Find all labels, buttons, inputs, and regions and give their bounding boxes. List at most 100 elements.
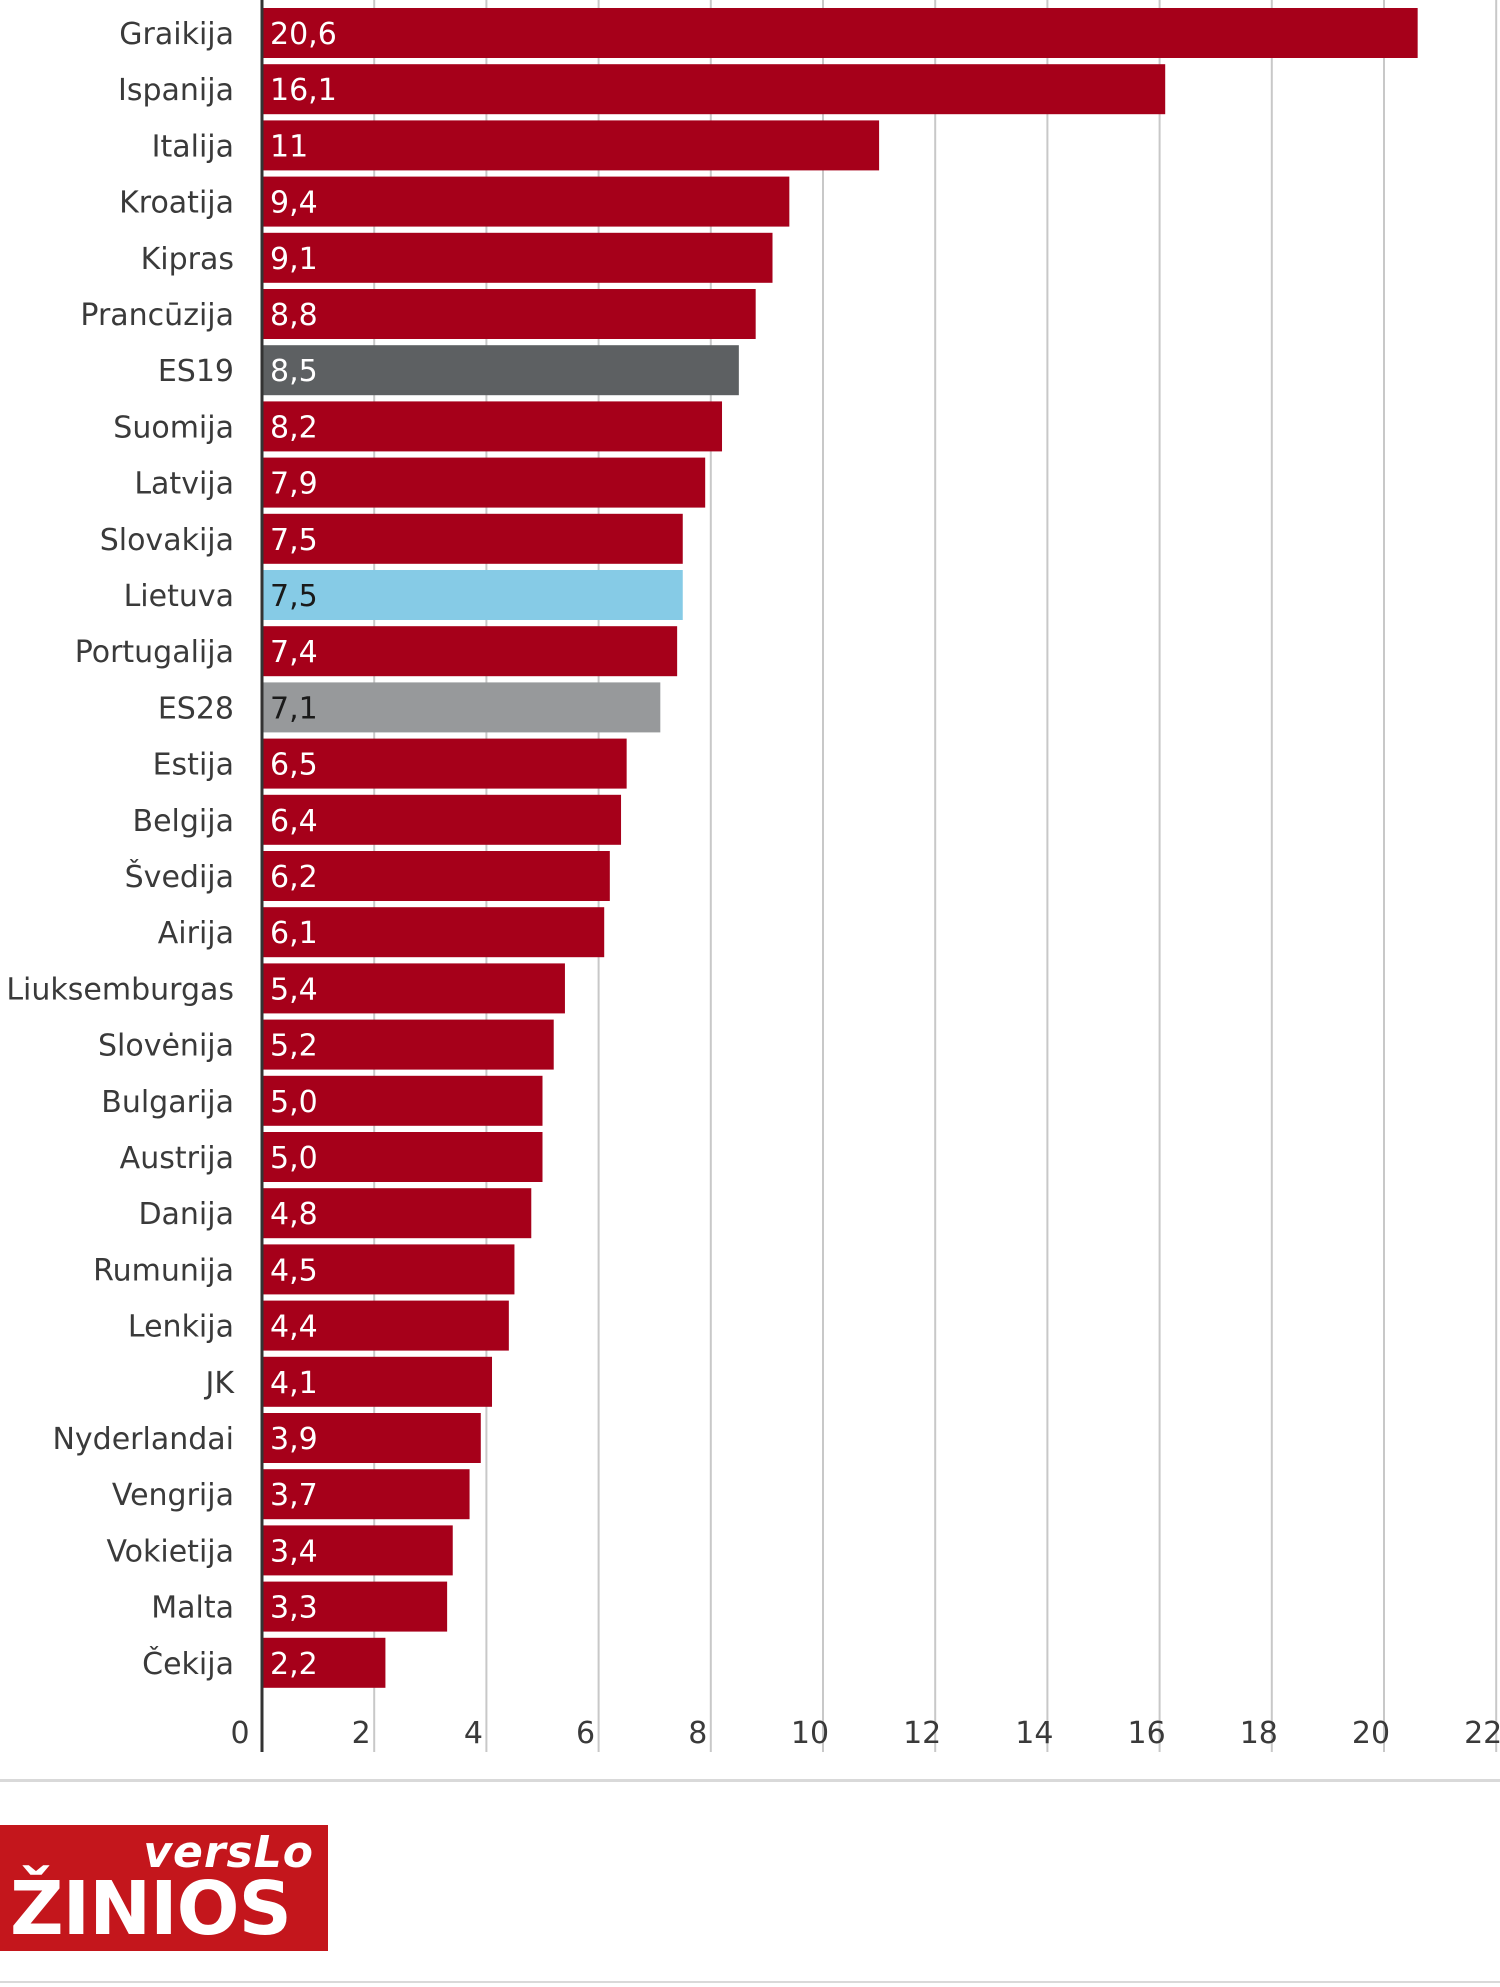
bar [262, 963, 565, 1014]
bar-value-label: 7,5 [270, 523, 318, 558]
bar [262, 232, 773, 283]
bar-value-label: 4,5 [270, 1253, 318, 1288]
bar-value-label: 3,4 [270, 1534, 318, 1569]
bar-value-label: 4,8 [270, 1197, 318, 1232]
bar [262, 794, 622, 845]
bar [262, 1581, 448, 1632]
bar [262, 120, 880, 171]
bar-value-label: 8,5 [270, 354, 318, 389]
bar-value-label: 9,1 [270, 242, 318, 277]
category-label: Italija [152, 129, 234, 164]
category-label: Slovakija [100, 523, 234, 558]
x-tick-label: 10 [791, 1716, 829, 1751]
category-label: Nyderlandai [52, 1422, 234, 1457]
bar-value-label: 7,4 [270, 635, 318, 670]
bar [262, 1075, 543, 1126]
bar [262, 1300, 509, 1351]
bar-value-label: 3,9 [270, 1422, 318, 1457]
x-tick-label: 0 [230, 1716, 249, 1751]
bar-value-label: 8,8 [270, 298, 318, 333]
x-axis-tick-labels: 0 2 4 6 8 10 12 14 16 18 20 22 [230, 1716, 1500, 1751]
bar [262, 626, 678, 677]
footer-bottom-divider [0, 1981, 1500, 1983]
category-label: Lietuva [124, 579, 234, 614]
bars: 20,6 16,1 11 9,4 9,1 8,8 8,5 8,2 7,9 7,5 7,5 7,4 7,1… [262, 8, 1418, 1688]
category-label: Austrija [120, 1141, 234, 1176]
bar [262, 8, 1418, 58]
x-tick-label: 4 [464, 1716, 483, 1751]
bar [262, 570, 683, 620]
bar [262, 345, 739, 396]
bar-value-label: 6,2 [270, 860, 318, 895]
category-label: Bulgarija [101, 1085, 234, 1120]
category-label: Prancūzija [80, 298, 234, 333]
bar-value-label: 4,4 [270, 1310, 318, 1345]
category-label: Čekija [142, 1645, 234, 1682]
bar [262, 851, 610, 901]
x-tick-label: 14 [1015, 1716, 1053, 1751]
bar-value-label: 6,4 [270, 804, 318, 839]
bar [262, 513, 683, 564]
bar [262, 1525, 453, 1576]
category-label: JK [203, 1366, 235, 1401]
category-label: Latvija [134, 467, 234, 502]
bar [262, 289, 756, 339]
bar-value-label: 8,2 [270, 410, 318, 445]
x-tick-label: 6 [576, 1716, 595, 1751]
bar-value-label: 3,3 [270, 1591, 318, 1626]
x-tick-label: 20 [1352, 1716, 1390, 1751]
verslo-zinios-logo: versLo ŽINIOS [0, 1825, 328, 1951]
bar-chart: 20,6 16,1 11 9,4 9,1 8,8 8,5 8,2 7,9 7,5 7,5 7,4 7,1… [6, 0, 1500, 1752]
category-label: Graikija [119, 17, 234, 52]
x-tick-label: 2 [352, 1716, 371, 1751]
category-label: Rumunija [93, 1253, 234, 1288]
category-label: Vengrija [112, 1478, 234, 1513]
bar-value-label: 5,0 [270, 1085, 318, 1120]
category-label: Švedija [125, 858, 234, 895]
category-label: Kroatija [119, 186, 234, 221]
bar [262, 1188, 532, 1239]
bar [262, 1413, 481, 1463]
category-label: Belgija [133, 804, 234, 839]
x-tick-label: 8 [688, 1716, 707, 1751]
bar-value-label: 3,7 [270, 1478, 318, 1513]
bar [262, 64, 1166, 115]
category-label: Portugalija [75, 635, 234, 670]
x-tick-label: 16 [1128, 1716, 1166, 1751]
bar-value-label: 5,0 [270, 1141, 318, 1176]
x-tick-label: 18 [1240, 1716, 1278, 1751]
bar [262, 1132, 543, 1182]
category-label: Airija [158, 916, 234, 951]
bar-value-label: 4,1 [270, 1366, 318, 1401]
category-label: ES28 [158, 691, 234, 726]
bar [262, 1019, 554, 1070]
bar [262, 401, 723, 452]
bar-value-label: 6,5 [270, 748, 318, 783]
category-label: Estija [153, 748, 234, 783]
bar [262, 1469, 470, 1520]
bar-value-label: 2,2 [270, 1647, 318, 1682]
bar-value-label: 5,2 [270, 1029, 318, 1064]
logo-word-zinios: ŽINIOS [10, 1866, 292, 1951]
bar [262, 682, 661, 733]
x-tick-label: 22 [1464, 1716, 1500, 1751]
category-labels: Graikija Ispanija Italija Kroatija Kipras Pra… [6, 17, 235, 1682]
bar [262, 176, 790, 227]
bar-value-label: 7,5 [270, 579, 318, 614]
bar-value-label: 5,4 [270, 972, 318, 1007]
category-label: Suomija [113, 410, 234, 445]
bar-value-label: 7,9 [270, 467, 318, 502]
bar-value-label: 9,4 [270, 186, 318, 221]
bar-value-label: 6,1 [270, 916, 318, 951]
category-label: Liuksemburgas [6, 972, 234, 1007]
logo-word-verslo: versLo [143, 1827, 314, 1878]
category-label: Slovėnija [98, 1029, 234, 1064]
category-label: ES19 [158, 354, 234, 389]
bar [262, 1356, 493, 1407]
footer-divider [0, 1779, 1500, 1782]
x-tick-label: 12 [903, 1716, 941, 1751]
category-label: Kipras [141, 242, 234, 277]
category-label: Danija [138, 1197, 234, 1232]
category-label: Ispanija [118, 73, 234, 108]
bar-value-label: 7,1 [270, 691, 318, 726]
